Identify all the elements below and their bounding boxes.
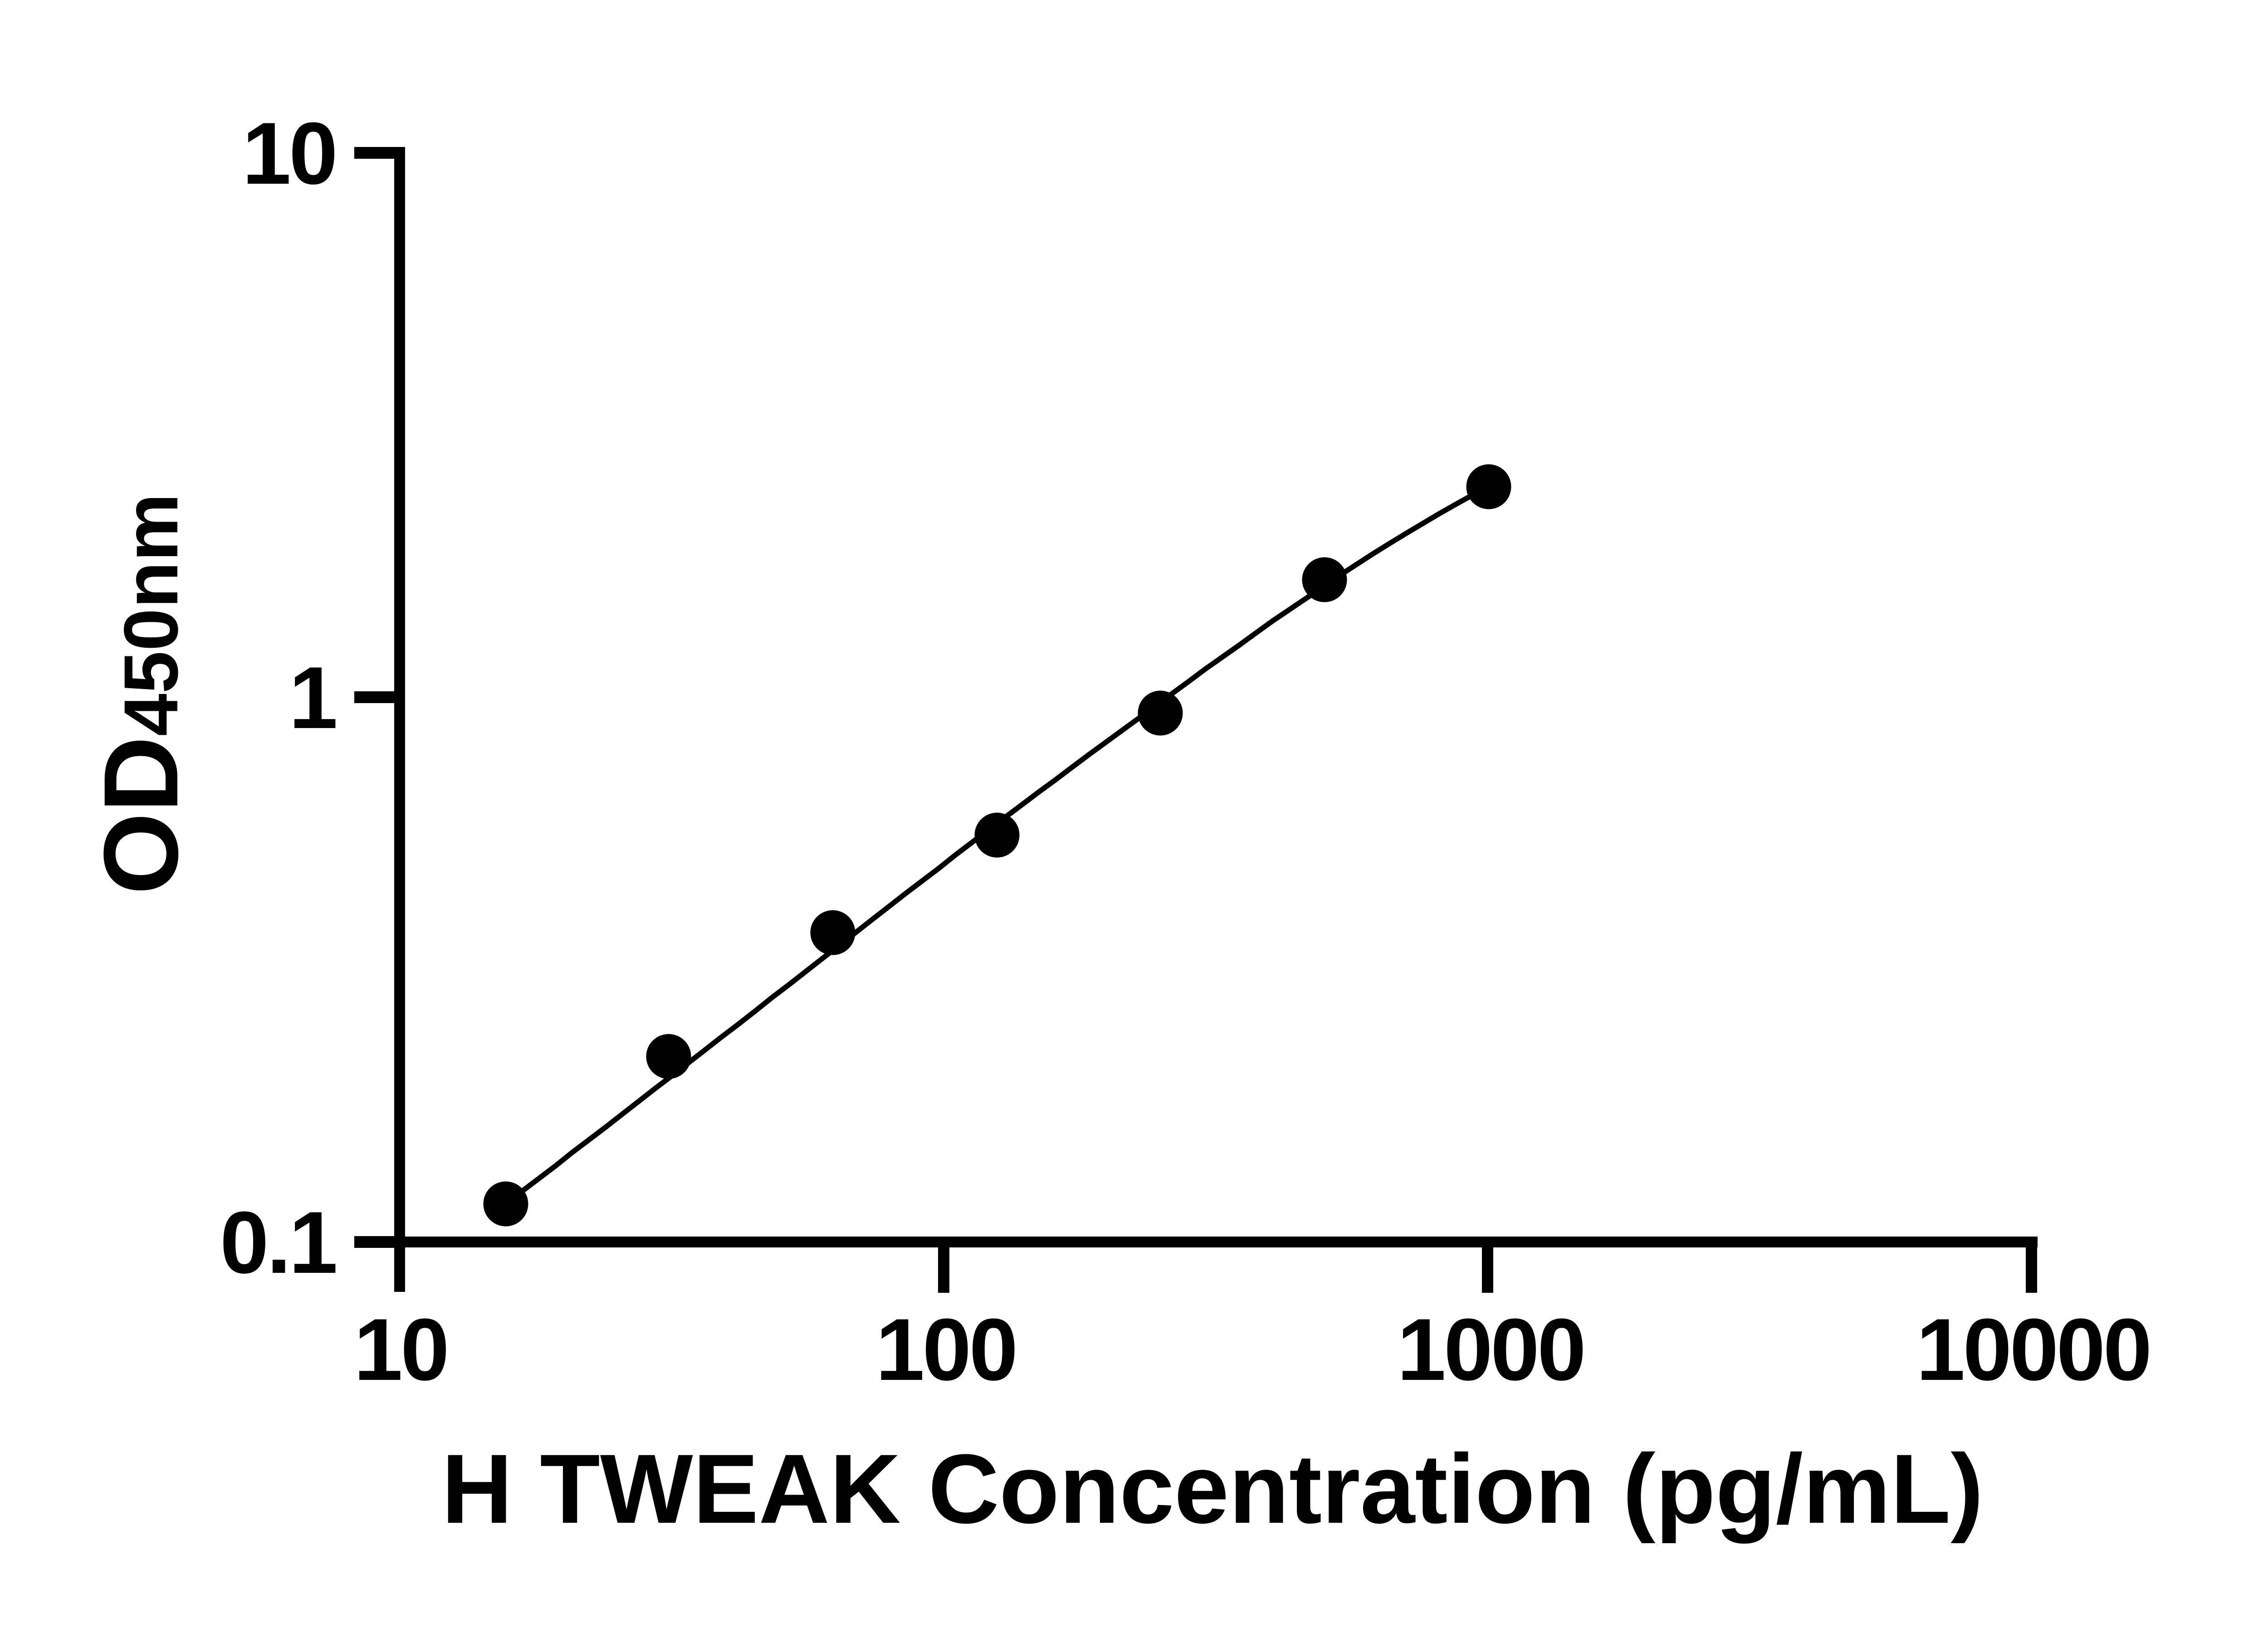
svg-text:10000: 10000 — [1916, 1301, 2150, 1399]
svg-text:1000: 1000 — [1397, 1301, 1584, 1399]
svg-text:0.1: 0.1 — [220, 1193, 336, 1292]
svg-text:OD450nm: OD450nm — [82, 494, 200, 895]
svg-text:1: 1 — [289, 649, 336, 747]
svg-text:10: 10 — [354, 1301, 447, 1399]
svg-text:H TWEAK Concentration (pg/mL): H TWEAK Concentration (pg/mL) — [441, 1434, 1983, 1544]
svg-text:100: 100 — [875, 1301, 1016, 1399]
svg-text:10: 10 — [242, 104, 336, 203]
